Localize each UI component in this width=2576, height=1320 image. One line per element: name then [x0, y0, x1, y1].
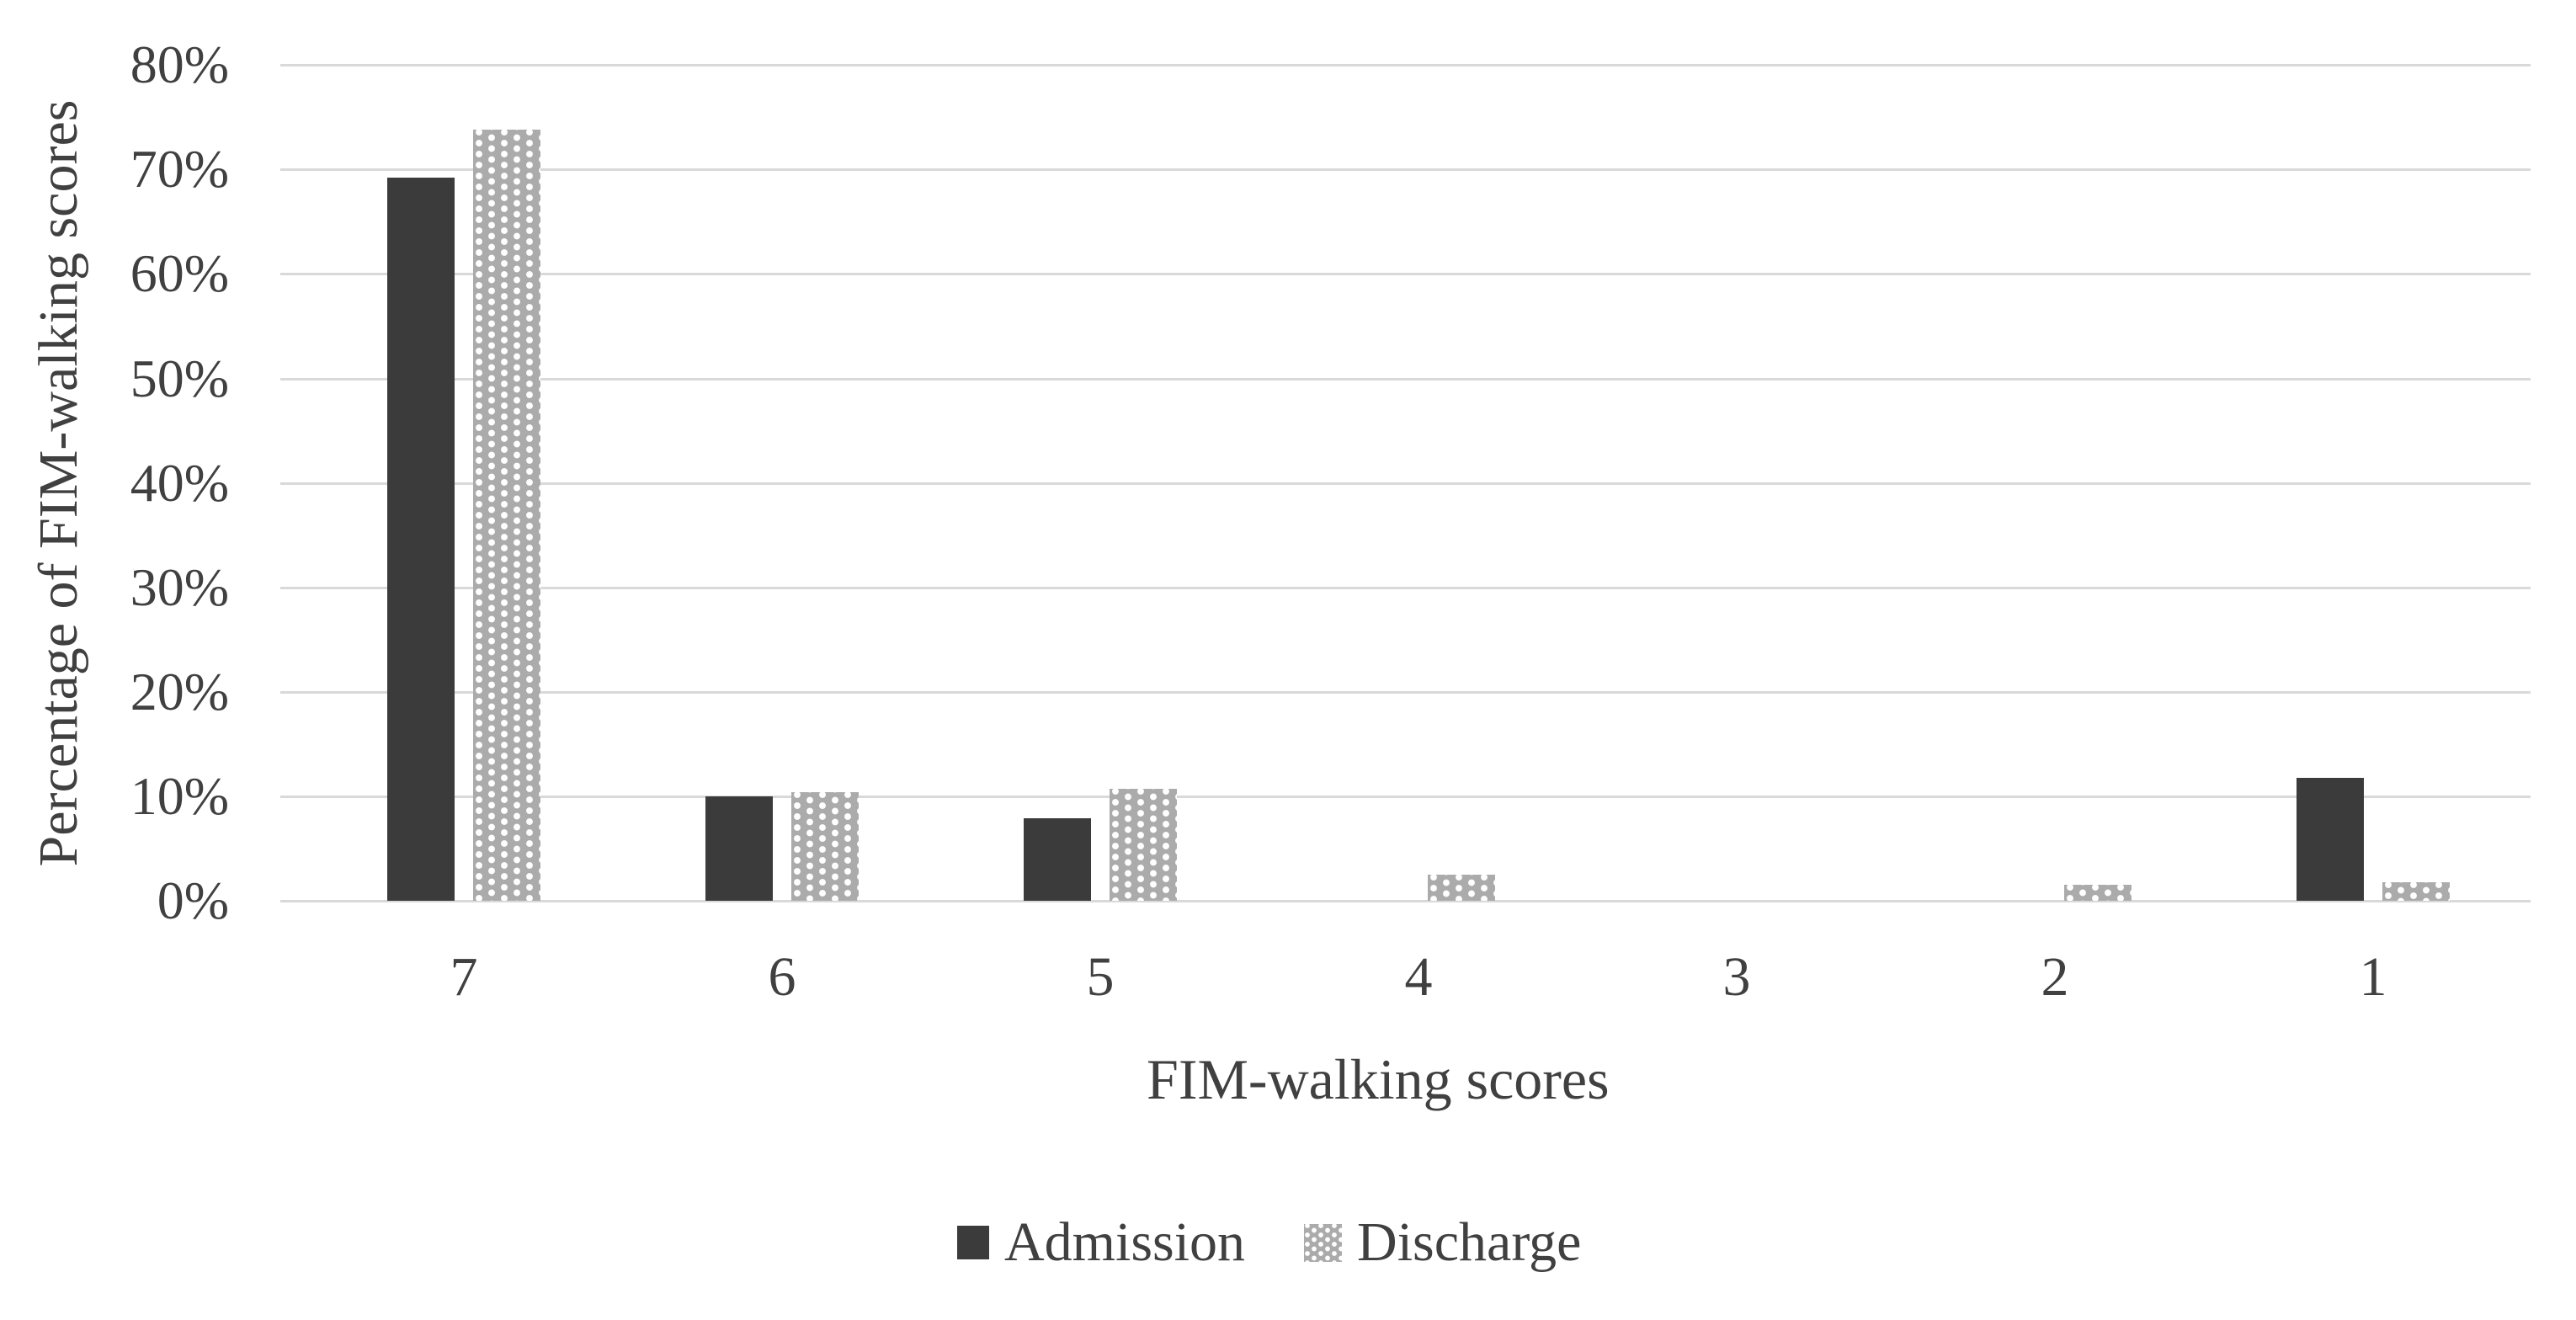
- bar-admission-6: [705, 796, 773, 901]
- y-tick-label-50%: 50%: [130, 349, 229, 408]
- bar-discharge-7: [473, 130, 540, 901]
- legend-swatch-admission-icon: [957, 1226, 989, 1259]
- x-tick-label-6: 6: [768, 946, 796, 1008]
- gridline-40: [280, 482, 2531, 485]
- y-tick-label-70%: 70%: [130, 139, 229, 199]
- gridline-20: [280, 691, 2531, 694]
- legend-label-discharge: Discharge: [1357, 1211, 1582, 1273]
- y-tick-label-80%: 80%: [130, 35, 229, 94]
- bar-discharge-5: [1110, 789, 1177, 901]
- x-tick-label-5: 5: [1086, 946, 1115, 1008]
- y-tick-label-40%: 40%: [130, 453, 229, 513]
- gridline-70: [280, 168, 2531, 171]
- legend-item-discharge: Discharge: [1304, 1211, 1581, 1275]
- legend: Admission Discharge: [957, 1211, 1581, 1275]
- x-tick-label-3: 3: [1722, 946, 1751, 1008]
- gridline-60: [280, 273, 2531, 275]
- x-axis-title: FIM-walking scores: [1147, 1047, 1610, 1111]
- gridline-30: [280, 587, 2531, 589]
- x-tick-label-4: 4: [1404, 946, 1433, 1008]
- y-tick-label-30%: 30%: [130, 557, 229, 617]
- bar-discharge-4: [1428, 875, 1495, 901]
- legend-swatch-discharge-icon: [1304, 1223, 1343, 1262]
- bar-discharge-2: [2064, 885, 2132, 901]
- bar-admission-5: [1024, 818, 1091, 901]
- x-tick-label-7: 7: [450, 946, 478, 1008]
- bar-admission-7: [387, 178, 455, 901]
- x-tick-label-2: 2: [2041, 946, 2069, 1008]
- bar-discharge-1: [2382, 882, 2450, 901]
- legend-label-admission: Admission: [1004, 1211, 1246, 1273]
- y-tick-label-10%: 10%: [130, 766, 229, 826]
- legend-item-admission: Admission: [957, 1211, 1245, 1275]
- gridline-50: [280, 378, 2531, 381]
- y-tick-label-20%: 20%: [130, 662, 229, 721]
- x-tick-label-1: 1: [2359, 946, 2387, 1008]
- gridline-0: [280, 900, 2531, 902]
- y-tick-label-0%: 0%: [157, 870, 229, 930]
- gridline-80: [280, 64, 2531, 67]
- gridline-10: [280, 796, 2531, 798]
- y-tick-label-60%: 60%: [130, 243, 229, 303]
- bar-discharge-6: [791, 792, 859, 901]
- bar-admission-1: [2297, 778, 2364, 901]
